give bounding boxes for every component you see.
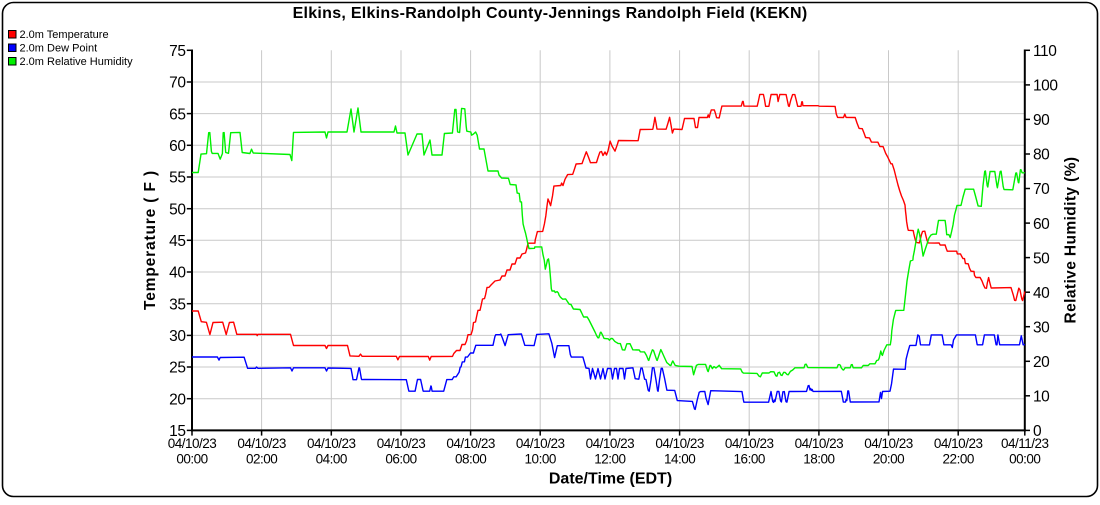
- svg-text:20: 20: [1033, 354, 1050, 371]
- svg-text:22:00: 22:00: [943, 451, 974, 466]
- svg-text:70: 70: [1033, 181, 1050, 198]
- svg-text:Elkins, Elkins-Randolph County: Elkins, Elkins-Randolph County-Jennings …: [293, 5, 808, 22]
- svg-text:50: 50: [169, 201, 186, 218]
- svg-text:2.0m Temperature: 2.0m Temperature: [20, 29, 109, 41]
- svg-text:04/10/23: 04/10/23: [446, 436, 495, 451]
- svg-text:04/10/23: 04/10/23: [377, 436, 426, 451]
- svg-text:16:00: 16:00: [734, 451, 765, 466]
- svg-text:04/10/23: 04/10/23: [516, 436, 565, 451]
- svg-text:10:00: 10:00: [525, 451, 556, 466]
- svg-text:75: 75: [169, 43, 185, 60]
- svg-text:100: 100: [1033, 78, 1058, 95]
- svg-text:110: 110: [1033, 43, 1057, 60]
- svg-text:70: 70: [169, 75, 186, 92]
- svg-text:00:00: 00:00: [1009, 451, 1040, 466]
- svg-text:55: 55: [169, 170, 185, 187]
- svg-text:20: 20: [169, 391, 186, 408]
- svg-text:04/11/23: 04/11/23: [1001, 436, 1049, 451]
- svg-text:40: 40: [169, 265, 186, 282]
- svg-text:15: 15: [169, 423, 185, 440]
- svg-text:00:00: 00:00: [176, 451, 207, 466]
- svg-text:08:00: 08:00: [455, 451, 486, 466]
- svg-text:35: 35: [169, 296, 185, 313]
- svg-text:04/10/23: 04/10/23: [655, 436, 704, 451]
- svg-text:30: 30: [169, 328, 186, 345]
- svg-text:04/10/23: 04/10/23: [934, 436, 983, 451]
- svg-text:60: 60: [1033, 216, 1050, 233]
- svg-text:Date/Time (EDT): Date/Time (EDT): [549, 471, 672, 488]
- svg-text:2.0m Relative Humidity: 2.0m Relative Humidity: [20, 56, 134, 68]
- svg-text:04/10/23: 04/10/23: [586, 436, 635, 451]
- svg-text:04/10/23: 04/10/23: [864, 436, 913, 451]
- svg-text:04/10/23: 04/10/23: [237, 436, 286, 451]
- svg-text:90: 90: [1033, 112, 1050, 129]
- svg-text:18:00: 18:00: [803, 451, 834, 466]
- svg-text:45: 45: [169, 233, 185, 250]
- svg-text:80: 80: [1033, 147, 1050, 164]
- svg-text:04:00: 04:00: [316, 451, 347, 466]
- svg-text:30: 30: [1033, 319, 1050, 336]
- svg-text:60: 60: [169, 138, 186, 155]
- svg-text:65: 65: [169, 106, 185, 123]
- svg-text:04/10/23: 04/10/23: [725, 436, 774, 451]
- svg-text:0: 0: [1033, 423, 1042, 440]
- svg-text:14:00: 14:00: [664, 451, 695, 466]
- svg-text:06:00: 06:00: [385, 451, 416, 466]
- svg-text:50: 50: [1033, 250, 1050, 267]
- svg-text:04/10/23: 04/10/23: [795, 436, 844, 451]
- svg-text:2.0m Dew Point: 2.0m Dew Point: [20, 42, 98, 54]
- svg-text:04/10/23: 04/10/23: [307, 436, 356, 451]
- svg-text:40: 40: [1033, 285, 1050, 302]
- svg-text:04/10/23: 04/10/23: [168, 436, 217, 451]
- svg-text:Relative Humidity (%): Relative Humidity (%): [1063, 157, 1080, 324]
- svg-text:10: 10: [1033, 389, 1050, 406]
- svg-text:12:00: 12:00: [594, 451, 625, 466]
- svg-text:Temperature ( F ): Temperature ( F ): [142, 170, 159, 310]
- svg-text:20:00: 20:00: [873, 451, 904, 466]
- svg-text:02:00: 02:00: [246, 451, 277, 466]
- svg-text:25: 25: [169, 360, 185, 377]
